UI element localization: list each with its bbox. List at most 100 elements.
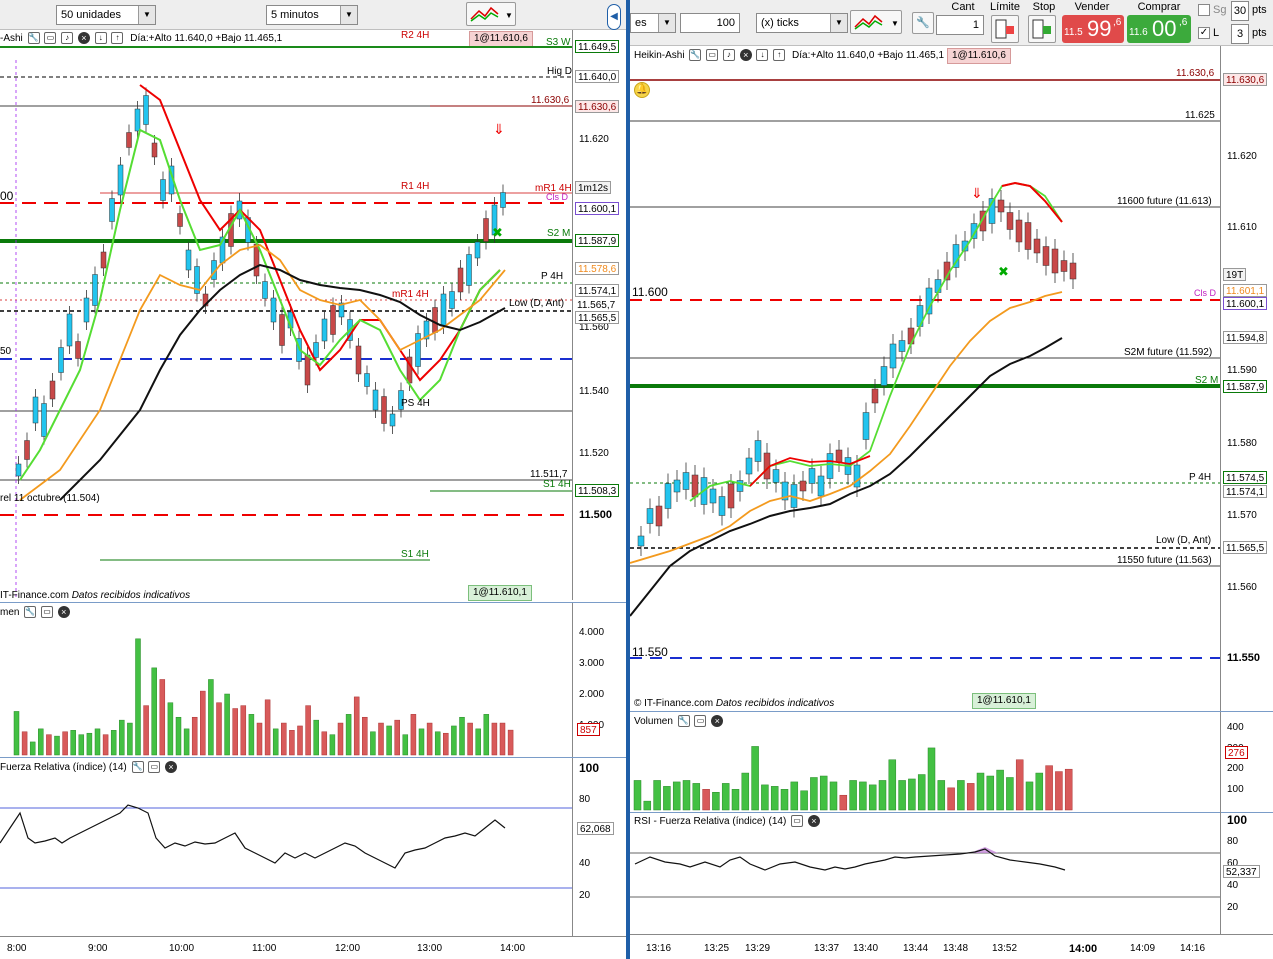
- bell-icon[interactable]: ♪: [722, 49, 735, 62]
- candle: [736, 480, 744, 492]
- qty-input[interactable]: 100: [680, 13, 740, 33]
- maximize-icon[interactable]: ▭: [694, 715, 707, 728]
- close-icon[interactable]: ×: [165, 761, 178, 774]
- wrench-icon[interactable]: 🔧: [24, 606, 37, 619]
- rsi-last-tag: 62,068: [577, 822, 614, 835]
- volume-bar: [633, 780, 642, 811]
- chart-type-button[interactable]: ▼: [850, 10, 902, 34]
- candle: [355, 345, 362, 375]
- wrench-icon: 🔧: [916, 17, 930, 29]
- volume-bar: [353, 696, 360, 756]
- maximize-icon[interactable]: ▭: [791, 815, 804, 828]
- close-icon[interactable]: ×: [77, 32, 90, 45]
- time-axis-label: 13:00: [417, 943, 443, 954]
- candle: [1069, 262, 1077, 280]
- timer-tag: 1m12s: [575, 181, 612, 194]
- stop-order-button[interactable]: [1028, 15, 1056, 43]
- volume-bar: [119, 719, 125, 756]
- sg-checkbox[interactable]: [1198, 4, 1210, 16]
- volume-bar: [256, 722, 263, 756]
- order-label[interactable]: 1@11.610,6: [947, 48, 1011, 64]
- volume-title: men: [0, 607, 20, 618]
- mr1-4h-label: mR1 4H: [535, 183, 572, 194]
- wrench-icon[interactable]: 🔧: [27, 32, 40, 45]
- volume-last-tag: 276: [1225, 746, 1248, 759]
- candle: [24, 440, 30, 460]
- right-volume-chart: [633, 746, 1073, 811]
- order-footer-label[interactable]: 1@11.610,1: [468, 585, 532, 601]
- candle: [151, 142, 158, 158]
- maximize-icon[interactable]: ▭: [148, 761, 161, 774]
- volume-title: Volumen: [634, 716, 673, 727]
- candle: [270, 297, 277, 323]
- wrench-settings-button[interactable]: 🔧: [912, 12, 934, 34]
- limit-order-button[interactable]: [991, 15, 1019, 43]
- wrench-icon[interactable]: 🔧: [131, 761, 144, 774]
- close-icon[interactable]: ×: [807, 815, 820, 828]
- right-rsi-chart: [630, 847, 1220, 898]
- volume-bar: [996, 769, 1004, 811]
- volume-bar: [499, 722, 506, 756]
- right-price-axis[interactable]: 11.620 11.610 11.590 11.580 11.570 11.56…: [1220, 46, 1273, 714]
- right-volume-header: Volumen 🔧 ▭ ×: [634, 714, 724, 730]
- cant-input[interactable]: 1: [936, 15, 984, 35]
- price-axis-label: 11.520: [579, 448, 609, 459]
- l-label: L: [1213, 27, 1220, 39]
- l-checkbox[interactable]: ✓: [1198, 27, 1210, 39]
- arrow-up-icon[interactable]: ↑: [111, 32, 124, 45]
- interval-select-value: 5 minutos: [271, 9, 319, 21]
- arrow-up-icon[interactable]: ↑: [773, 49, 786, 62]
- arrow-down-icon[interactable]: ↓: [94, 32, 107, 45]
- left-price-axis[interactable]: 11.620 11.560 11.540 11.520 11.500 11.64…: [572, 30, 626, 600]
- units-select[interactable]: 50 unidades ▼: [56, 5, 156, 25]
- ma-orange-line: [630, 291, 1063, 564]
- sg-input[interactable]: 30: [1231, 1, 1249, 21]
- maximize-icon[interactable]: ▭: [41, 606, 54, 619]
- candle: [1051, 248, 1059, 274]
- arrow-down-icon[interactable]: ↓: [756, 49, 769, 62]
- divider: [0, 602, 626, 603]
- candle: [799, 480, 807, 492]
- ticks-select[interactable]: (x) ticks ▼: [756, 13, 848, 33]
- price-axis-label: 11.610: [1227, 222, 1257, 233]
- close-icon[interactable]: ×: [57, 606, 70, 619]
- candle: [66, 313, 73, 347]
- bell-icon[interactable]: ♪: [61, 32, 74, 45]
- buy-button[interactable]: 11.6 00 ,6: [1127, 15, 1191, 43]
- alarm-bell-icon[interactable]: 🔔: [634, 82, 650, 98]
- volume-bar: [467, 722, 473, 756]
- maximize-icon[interactable]: ▭: [44, 32, 57, 45]
- volume-bar: [224, 693, 230, 756]
- s2-m-label: S2 M: [547, 228, 571, 239]
- account-select[interactable]: es ▼: [630, 13, 676, 33]
- chart-type-button[interactable]: ▼: [466, 2, 516, 26]
- left-rsi-axis: 100 80 40 20 62,068: [572, 758, 626, 936]
- volume-bar: [761, 784, 769, 811]
- volume-bar: [102, 734, 109, 756]
- maximize-icon[interactable]: ▭: [706, 49, 719, 62]
- time-axis-label: 13:40: [853, 943, 879, 954]
- candle: [432, 307, 438, 333]
- volume-bar: [313, 719, 319, 756]
- l-input[interactable]: 3: [1231, 24, 1249, 44]
- volume-bar: [957, 780, 965, 811]
- collapse-panel-icon[interactable]: ◀: [607, 4, 621, 30]
- wrench-icon[interactable]: 🔧: [689, 49, 702, 62]
- order-footer-label[interactable]: 1@11.610,1: [972, 693, 1036, 709]
- candle: [449, 291, 455, 309]
- volume-bar: [643, 800, 652, 811]
- divider: [630, 711, 1273, 712]
- candle: [49, 380, 56, 400]
- volume-bar: [191, 716, 198, 756]
- sell-arrow-icon: ⇓: [493, 121, 505, 137]
- volume-bar: [829, 781, 838, 811]
- interval-select[interactable]: 5 minutos ▼: [266, 5, 358, 25]
- candle: [253, 243, 260, 277]
- close-icon[interactable]: ×: [739, 49, 752, 62]
- panel-separator[interactable]: [626, 0, 630, 959]
- sell-button[interactable]: 11.5 99 ,6: [1062, 15, 1124, 43]
- close-icon[interactable]: ×: [711, 715, 724, 728]
- wrench-icon[interactable]: 🔧: [677, 715, 690, 728]
- volume-bar: [859, 781, 867, 811]
- candle: [457, 267, 464, 293]
